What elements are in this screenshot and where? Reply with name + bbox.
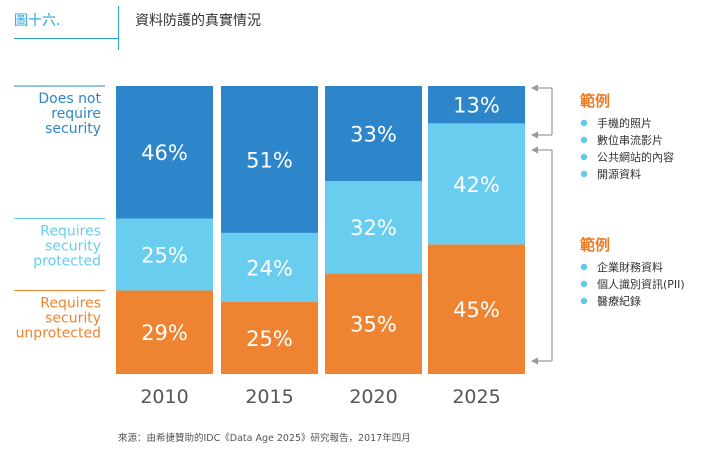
figure-label: 圖十六. (14, 13, 61, 29)
bar-data-label: 46% (141, 141, 188, 165)
category-label-line: Requires (40, 223, 101, 239)
x-tick-label-2020: 2020 (349, 386, 397, 408)
legend-bullet (580, 170, 588, 178)
bar-segment-2015-s0 (221, 302, 318, 374)
x-tick-label-2025: 2025 (452, 386, 500, 408)
category-label-line: Does not (38, 91, 101, 107)
category-label-line: security (45, 238, 101, 254)
legend-item: 公共網站的內容 (597, 150, 674, 164)
header-divider-horizontal (14, 38, 118, 39)
source-note: 來源：由希捷贊助的IDC《Data Age 2025》研究報告，2017年四月 (118, 433, 411, 444)
legend-bullet (580, 153, 588, 161)
bar-segment-2025-s1 (428, 123, 525, 245)
bar-segment-2025-s0 (428, 244, 525, 374)
bar-segment-2015-s2 (221, 86, 318, 233)
legend-item: 醫療紀錄 (597, 294, 641, 308)
bar-data-label: 51% (246, 148, 293, 172)
legend-bracket-unsecured-arrow-bottom (531, 131, 538, 139)
legend-bracket-secured-arrow-bottom (531, 357, 538, 365)
bar-data-label: 33% (350, 123, 397, 147)
bar-segment-2010-s0 (116, 290, 213, 374)
legend-bracket-secured-arrow-top (531, 146, 538, 154)
category-label-line: unprotected (16, 325, 101, 341)
bar-segment-2010-s2 (116, 86, 213, 219)
category-label-line: security (45, 310, 101, 326)
category-label-line: Requires (40, 295, 101, 311)
bar-segment-2020-s1 (325, 181, 422, 274)
legend-item: 手機的照片 (597, 116, 652, 130)
legend-item: 企業財務資料 (597, 260, 663, 274)
category-label-line: protected (33, 253, 101, 269)
bar-segment-2020-s2 (325, 86, 422, 181)
bar-data-label: 25% (141, 244, 188, 268)
bar-data-label: 29% (141, 321, 188, 345)
legend-item: 數位串流影片 (597, 133, 663, 147)
chart-title: 資料防護的真實情況 (135, 13, 261, 29)
bar-data-label: 45% (453, 298, 500, 322)
bar-data-label: 24% (246, 256, 293, 280)
legend-item: 個人識別資訊(PII) (597, 277, 685, 291)
bar-segment-2025-s2 (428, 86, 525, 124)
legend-bullet (580, 297, 588, 305)
legend-title: 範例 (580, 92, 610, 110)
bar-data-label: 35% (350, 313, 397, 337)
legend-bullet (580, 136, 588, 144)
legend-title: 範例 (580, 236, 610, 254)
bar-data-label: 25% (246, 327, 293, 351)
bar-segment-2015-s1 (221, 232, 318, 302)
legend-bullet (580, 280, 588, 288)
legend-bullet (580, 119, 588, 127)
bar-data-label: 42% (453, 173, 500, 197)
legend-item: 開源資料 (597, 167, 641, 181)
legend-bracket-unsecured-arrow-top (531, 84, 538, 92)
category-label-line: require (51, 106, 101, 122)
legend-bullet (580, 263, 588, 271)
bar-segment-2010-s1 (116, 218, 213, 291)
bar-segment-2020-s0 (325, 273, 422, 374)
x-tick-label-2015: 2015 (245, 386, 293, 408)
x-tick-label-2010: 2010 (140, 386, 188, 408)
bar-data-label: 32% (350, 216, 397, 240)
bar-data-label: 13% (453, 94, 500, 118)
category-label-line: security (45, 121, 101, 137)
header-divider-vertical (118, 6, 119, 50)
